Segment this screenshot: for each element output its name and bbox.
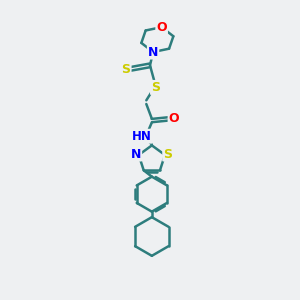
Text: N: N	[148, 46, 158, 59]
Text: S: S	[151, 81, 160, 94]
Text: O: O	[169, 112, 179, 125]
Text: N: N	[131, 148, 141, 160]
Text: HN: HN	[132, 130, 152, 143]
Text: O: O	[156, 21, 167, 34]
Text: S: S	[122, 62, 130, 76]
Text: S: S	[163, 148, 172, 160]
